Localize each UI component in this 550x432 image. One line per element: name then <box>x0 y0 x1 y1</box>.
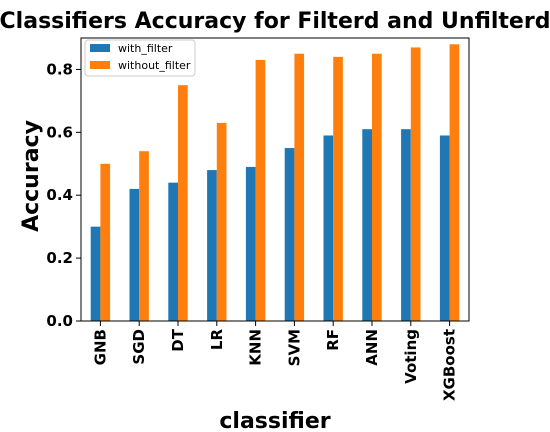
plot-frame <box>80 37 470 322</box>
bar-with-filter-lr <box>207 170 217 321</box>
bar-without-filter-lr <box>216 122 227 322</box>
bar-with-filter-svm <box>284 148 295 321</box>
x-tick-label-dt: DT <box>169 328 187 351</box>
bar-with-filter-knn <box>245 166 256 321</box>
x-tick-label-lr: LR <box>208 329 226 351</box>
legend-swatch-with-filter <box>90 44 110 52</box>
chart-title: Classifiers Accuracy for Filterd and Unf… <box>0 9 550 34</box>
y-axis-ticks: 0.0 0.2 0.4 0.6 0.8 <box>46 60 81 330</box>
y-tick-label: 0.0 <box>46 312 73 330</box>
x-tick-label-ann: ANN <box>363 329 381 366</box>
bar-without-filter-ann <box>372 53 382 321</box>
legend-label-with-filter: with_filter <box>118 42 173 55</box>
legend-label-without-filter: without_filter <box>118 59 191 72</box>
bar-without-filter-gnb <box>100 163 111 321</box>
legend-frame <box>84 39 196 77</box>
x-tick-label-voting: Voting <box>402 329 420 384</box>
bars-group <box>90 44 460 322</box>
bar-without-filter-dt <box>178 85 188 321</box>
x-tick-label-svm: SVM <box>285 329 303 366</box>
bar-with-filter-ann <box>362 129 372 321</box>
bar-without-filter-xgboost <box>449 44 460 321</box>
x-axis-ticks: GNB SGD DT LR KNN SVM RF ANN Voting XGBoost <box>91 321 459 401</box>
bar-without-filter-voting <box>410 47 421 322</box>
y-tick-label: 0.6 <box>46 123 73 141</box>
bar-with-filter-voting <box>401 129 411 321</box>
x-axis-label: classifier <box>219 409 330 432</box>
x-tick-label-sgd: SGD <box>130 329 148 365</box>
bar-without-filter-knn <box>255 60 266 321</box>
bar-with-filter-gnb <box>90 226 101 321</box>
y-tick-label: 0.2 <box>46 249 73 267</box>
y-tick-label: 0.8 <box>46 60 73 78</box>
bar-with-filter-sgd <box>129 188 140 321</box>
bar-without-filter-sgd <box>139 151 149 321</box>
y-axis-label: Accuracy <box>19 120 44 232</box>
legend-swatch-without-filter <box>90 61 110 69</box>
y-tick-label: 0.4 <box>46 186 73 204</box>
legend: with_filter without_filter <box>84 39 196 77</box>
x-tick-label-gnb: GNB <box>91 329 109 365</box>
bar-without-filter-rf <box>333 56 343 322</box>
bar-with-filter-rf <box>323 135 334 321</box>
bar-without-filter-svm <box>294 53 305 321</box>
x-tick-label-xgboost: XGBoost <box>441 329 459 401</box>
bar-with-filter-dt <box>168 182 178 321</box>
x-tick-label-knn: KNN <box>247 329 265 366</box>
x-tick-label-rf: RF <box>324 329 342 351</box>
bar-with-filter-xgboost <box>439 135 450 321</box>
